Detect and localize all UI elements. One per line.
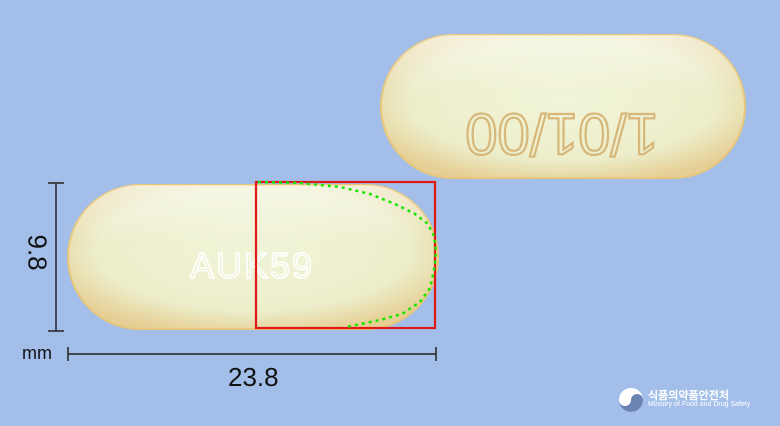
length-label: 23.8 — [228, 362, 279, 392]
mfds-logo-icon — [619, 388, 643, 412]
edge-trace — [257, 180, 438, 329]
brand-name-korean: 식품의약품안전처 — [648, 390, 729, 402]
length-dimension-line — [67, 347, 437, 361]
capsule-front: AUK59 — [67, 184, 439, 330]
imprint-front: AUK59 — [190, 245, 314, 286]
capsule-back: 1/01/00 — [380, 34, 746, 179]
unit-label: mm — [22, 343, 52, 363]
brand-logo: 식품의약품안전처 Ministry of Food and Drug Safet… — [618, 385, 768, 415]
imprint-back: 1/01/00 — [465, 101, 659, 166]
brand-name-english: Ministry of Food and Drug Safety — [648, 401, 751, 408]
width-dimension-line — [48, 182, 64, 332]
width-label: 9.8 — [22, 234, 53, 271]
